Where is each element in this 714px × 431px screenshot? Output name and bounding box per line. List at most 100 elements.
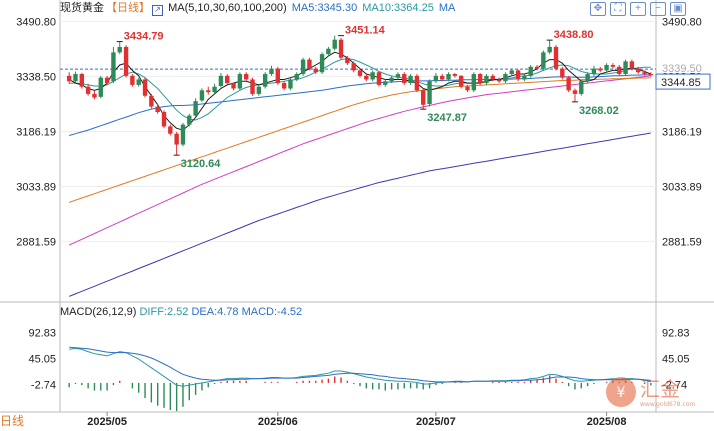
dea-line bbox=[69, 346, 651, 383]
candle-body bbox=[294, 74, 299, 80]
y-tick-label-right: 3490.80 bbox=[662, 16, 702, 28]
candle-body bbox=[288, 79, 293, 89]
candle-body bbox=[522, 75, 527, 80]
macd-y-tick-right: 45.05 bbox=[662, 354, 690, 366]
candle-body bbox=[269, 68, 274, 75]
candle-body bbox=[604, 65, 609, 71]
y-tick-label-right: 3186.19 bbox=[662, 126, 702, 138]
macd-legend: MACD(26,12,9) DIFF:2.52 DEA:4.78 MACD:-4… bbox=[60, 305, 302, 319]
current-price-box bbox=[655, 73, 711, 90]
axes: 3490.803490.803338.503338.503186.193186.… bbox=[16, 16, 711, 428]
zoom-out-icon[interactable]: − bbox=[650, 2, 666, 16]
candle-body bbox=[484, 75, 489, 84]
candle-body bbox=[345, 57, 350, 64]
chart-toolbar: ✥ ⛶ + − ▣ bbox=[590, 2, 686, 16]
candle-body bbox=[326, 48, 331, 55]
candle-body bbox=[402, 74, 407, 84]
candle-body bbox=[566, 77, 571, 91]
fullscreen-icon[interactable]: ▣ bbox=[670, 2, 686, 16]
candle-body bbox=[471, 74, 477, 91]
candle-body bbox=[262, 74, 268, 87]
ma5-value: MA5:3345.30 bbox=[291, 2, 358, 14]
candle-body bbox=[421, 90, 426, 105]
candle-body bbox=[376, 72, 382, 85]
candle-body bbox=[389, 77, 394, 82]
candle-body bbox=[439, 75, 445, 80]
candle-body bbox=[629, 61, 635, 69]
extreme-label: 3268.02 bbox=[579, 105, 619, 117]
candle-body bbox=[414, 75, 420, 91]
candle-body bbox=[623, 61, 628, 75]
y-tick-label-left: 3338.50 bbox=[16, 71, 56, 83]
y-tick-label-right: 3033.89 bbox=[662, 182, 702, 194]
candle-body bbox=[572, 90, 578, 94]
candle-body bbox=[193, 101, 198, 116]
zoom-icon[interactable]: ⛶ bbox=[610, 2, 626, 16]
ma-label: MA(5,10,30,60,100,200) bbox=[168, 2, 287, 14]
candle-body bbox=[509, 70, 514, 75]
candle-body bbox=[541, 52, 546, 69]
candle-body bbox=[458, 75, 464, 87]
candle-body bbox=[642, 72, 647, 75]
candle-body bbox=[446, 74, 451, 80]
main-legend: 现货黄金 【日线】 ↗ MA(5,10,30,60,100,200) MA5:334… bbox=[60, 1, 457, 16]
candle-body bbox=[313, 68, 318, 73]
candle-body bbox=[332, 39, 337, 49]
period-corner-label: 日线 bbox=[0, 414, 25, 428]
logo-text: 汇金 bbox=[640, 377, 680, 401]
candle-body bbox=[250, 79, 255, 94]
macd-y-tick-right: 92.83 bbox=[662, 328, 690, 340]
candle-body bbox=[243, 74, 249, 80]
candle-body bbox=[547, 46, 552, 53]
candle-body bbox=[351, 63, 356, 71]
x-tick-label: 2025/05 bbox=[87, 416, 127, 428]
candle-body bbox=[85, 86, 91, 94]
extreme-label: 3451.14 bbox=[345, 25, 386, 37]
candle-body bbox=[433, 75, 439, 82]
period-label[interactable]: 【日线】 bbox=[106, 2, 150, 14]
candle-body bbox=[579, 81, 584, 94]
candle-body bbox=[395, 74, 401, 78]
move-icon[interactable]: ✥ bbox=[590, 2, 606, 16]
candle-body bbox=[98, 77, 103, 97]
grid bbox=[0, 0, 714, 413]
candle-body bbox=[648, 74, 654, 76]
ma30-line bbox=[69, 74, 651, 136]
extreme-label: 3247.87 bbox=[427, 112, 467, 124]
macd-y-tick-right: -2.74 bbox=[662, 379, 687, 391]
logo-url: www.gold678.com bbox=[640, 401, 695, 408]
candle-body bbox=[180, 124, 186, 145]
candle-body bbox=[237, 74, 243, 89]
zoom-in-icon[interactable]: + bbox=[630, 2, 646, 16]
macd-y-tick-left: 45.05 bbox=[28, 354, 56, 366]
extreme-label: 3438.80 bbox=[554, 29, 594, 41]
candle-body bbox=[591, 68, 597, 75]
candle-body bbox=[187, 115, 192, 125]
candle-body bbox=[206, 90, 211, 93]
candle-body bbox=[130, 75, 135, 85]
y-tick-label-left: 3033.89 bbox=[16, 182, 56, 194]
candle-body bbox=[111, 52, 116, 82]
y-tick-label-right: 2881.59 bbox=[662, 237, 702, 249]
candle-body bbox=[585, 74, 590, 82]
candle-body bbox=[218, 75, 224, 86]
candle-body bbox=[408, 75, 413, 84]
candle-body bbox=[617, 66, 622, 75]
candle-body bbox=[92, 93, 97, 98]
candle-body bbox=[123, 46, 129, 76]
ma10-value: MA10:3364.25 bbox=[362, 2, 434, 14]
candle-body bbox=[256, 86, 262, 94]
y-tick-label-left: 2881.59 bbox=[16, 237, 56, 249]
candle-body bbox=[300, 59, 306, 75]
price-pane: 3434.79 3120.64 3451.14 3247.87 3438.80 3268.… bbox=[60, 25, 656, 297]
candle-body bbox=[168, 126, 173, 134]
x-tick-label: 2025/06 bbox=[258, 416, 298, 428]
candle-body bbox=[155, 106, 160, 112]
candle-body bbox=[275, 68, 281, 84]
indicator-settings-icon[interactable]: ↗ bbox=[152, 5, 163, 16]
y-tick-label-left: 3490.80 bbox=[16, 16, 56, 28]
candle-body bbox=[515, 70, 521, 80]
candle-body bbox=[161, 112, 167, 127]
candle-body bbox=[174, 133, 179, 145]
